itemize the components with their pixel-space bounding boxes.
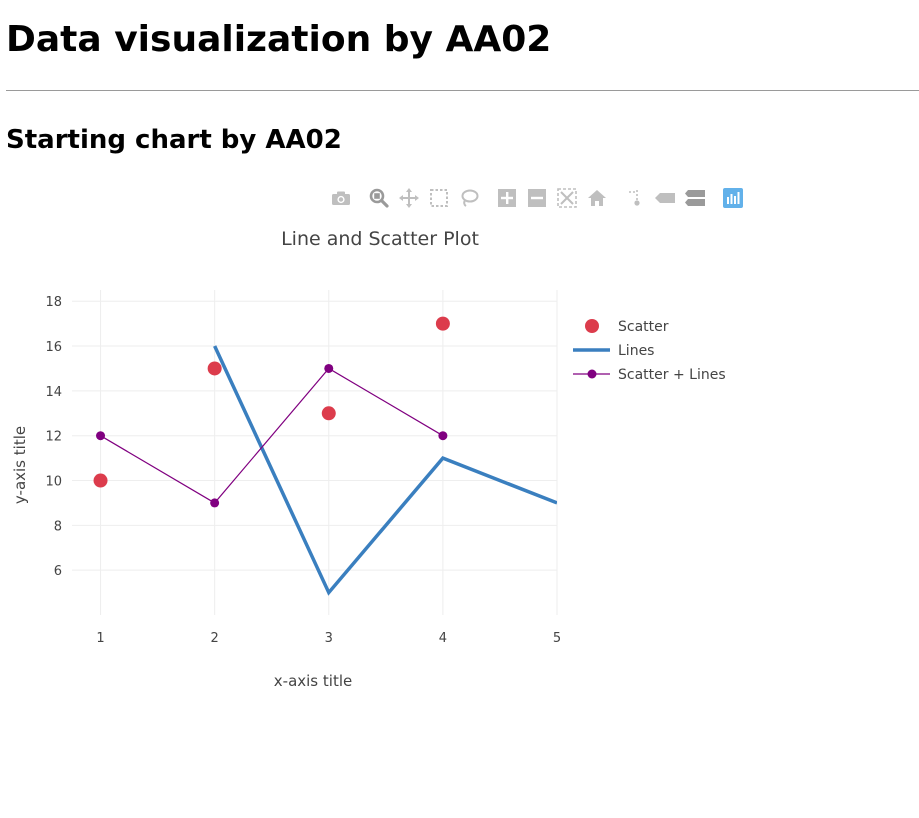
data-point[interactable]	[435, 316, 450, 331]
modebar-group-drag	[364, 186, 484, 210]
legend-item[interactable]: Scatter	[585, 319, 669, 335]
legend-label: Scatter + Lines	[618, 367, 726, 383]
legend-item[interactable]: Lines	[573, 343, 654, 359]
x-axis-ticks: 1 2 3 4 5	[96, 631, 561, 646]
box-select-button[interactable]	[424, 186, 454, 210]
data-point[interactable]	[438, 431, 448, 441]
camera-icon	[332, 191, 350, 205]
zoom-button[interactable]	[364, 186, 394, 210]
legend-symbol-marker	[587, 369, 597, 379]
plot-series[interactable]	[93, 316, 557, 596]
legend-label: Lines	[618, 343, 654, 359]
modebar-group-hover	[620, 186, 710, 210]
y-tick-label: 8	[54, 519, 62, 534]
zoom-icon	[369, 188, 389, 208]
modebar-group-logo	[718, 186, 748, 210]
series-scatter-lines[interactable]	[96, 363, 448, 508]
x-tick-label: 3	[325, 631, 333, 646]
y-tick-label: 18	[45, 295, 62, 310]
series-line[interactable]	[213, 345, 557, 596]
hover-closest-button[interactable]	[650, 186, 680, 210]
y-axis-ticks: 6 8 10 12 14 16 18	[45, 295, 62, 579]
series-line[interactable]	[100, 367, 444, 504]
autoscale-icon	[557, 188, 577, 208]
data-point[interactable]	[96, 431, 106, 441]
hover-closest-icon	[655, 193, 675, 203]
box-select-icon	[430, 189, 448, 207]
download-plot-button[interactable]	[326, 186, 356, 210]
y-tick-label: 14	[45, 385, 62, 400]
series-scatter[interactable]	[93, 316, 450, 488]
y-tick-label: 16	[45, 340, 62, 355]
chart-modebar	[326, 186, 756, 210]
reset-axes-button[interactable]	[582, 186, 612, 210]
spike-lines-button[interactable]	[620, 186, 650, 210]
x-axis-title: x-axis title	[274, 672, 352, 690]
spike-lines-icon	[629, 190, 640, 206]
chart-title: Line and Scatter Plot	[281, 228, 479, 250]
data-point[interactable]	[210, 498, 220, 508]
plotly-logo-icon	[723, 188, 743, 208]
plotly-logo-link[interactable]	[718, 186, 748, 210]
gridlines	[72, 290, 558, 615]
y-tick-label: 10	[45, 475, 62, 490]
pan-icon	[399, 188, 419, 208]
x-tick-label: 2	[211, 631, 219, 646]
divider	[6, 90, 919, 91]
modebar-group-zoom	[492, 186, 612, 210]
legend-item[interactable]: Scatter + Lines	[573, 367, 726, 383]
x-tick-label: 5	[553, 631, 561, 646]
legend-symbol	[585, 319, 599, 333]
hover-compare-button[interactable]	[680, 186, 710, 210]
autoscale-button[interactable]	[552, 186, 582, 210]
series-lines[interactable]	[213, 345, 557, 596]
x-tick-label: 4	[439, 631, 447, 646]
zoom-in-button[interactable]	[492, 186, 522, 210]
data-point[interactable]	[207, 361, 222, 376]
pan-button[interactable]	[394, 186, 424, 210]
lasso-select-icon	[461, 189, 479, 207]
y-tick-label: 12	[45, 430, 62, 445]
hover-compare-icon	[685, 190, 705, 206]
y-tick-label: 6	[54, 564, 62, 579]
zoom-out-icon	[528, 189, 546, 207]
data-point[interactable]	[93, 473, 108, 488]
data-point[interactable]	[321, 406, 336, 421]
chart-heading: Starting chart by AA02	[6, 125, 342, 155]
x-tick-label: 1	[96, 631, 104, 646]
zoom-out-button[interactable]	[522, 186, 552, 210]
legend[interactable]: Scatter Lines Scatter + Lines	[573, 319, 726, 383]
data-point[interactable]	[324, 363, 334, 373]
lasso-select-button[interactable]	[454, 186, 484, 210]
modebar-group-export	[326, 186, 356, 210]
y-axis-title: y-axis title	[11, 426, 29, 504]
reset-axes-icon	[588, 190, 606, 206]
legend-label: Scatter	[618, 319, 669, 335]
page-title: Data visualization by AA02	[6, 19, 552, 60]
zoom-in-icon	[498, 189, 516, 207]
